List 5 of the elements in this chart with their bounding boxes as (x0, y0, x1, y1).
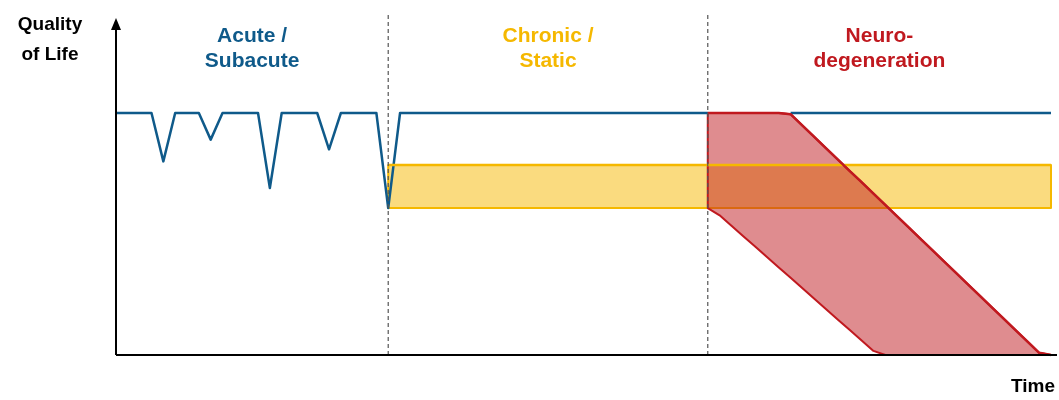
text: Neuro- degeneration (813, 23, 946, 71)
y-axis-title: Quality of Life (17, 13, 83, 64)
series-label: Acute / Subacute (204, 23, 300, 71)
x-axis-title: Time (1010, 375, 1055, 396)
text: Chronic / Static (502, 23, 594, 71)
